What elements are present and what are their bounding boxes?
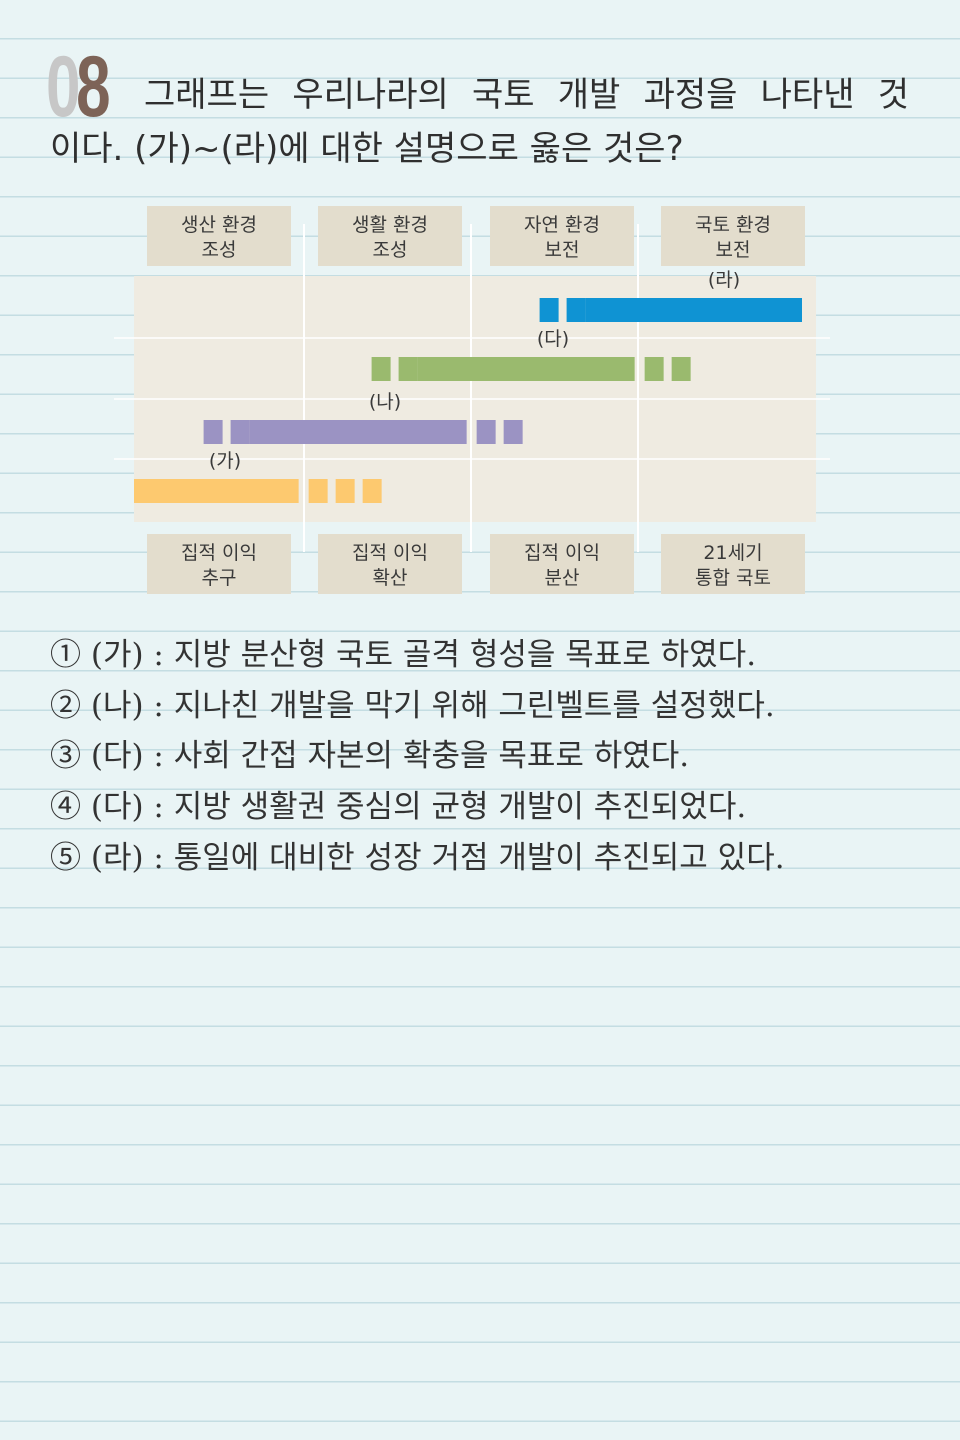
choice-4[interactable]: ④ (다) : 지방 생활권 중심의 균형 개발이 추진되었다. (50, 782, 785, 833)
series-2-label: (나) (369, 391, 401, 413)
choice-4-text: (다) : 지방 생활권 중심의 균형 개발이 추진되었다. (90, 789, 747, 826)
top-label-4-line-1: 국토 환경 (695, 214, 771, 236)
series-3-bar-segment-2 (398, 357, 418, 381)
question-number: 08 (46, 44, 111, 130)
choice-5[interactable]: ⑤ (라) : 통일에 대비한 성장 거점 개발이 추진되고 있다. (50, 833, 785, 884)
top-label-box-3 (490, 206, 634, 266)
bottom-label-box-2 (318, 534, 462, 594)
top-label-1-line-2: 조성 (202, 239, 237, 261)
series-3-bar-segment-3 (417, 357, 635, 381)
series-4-label: (라) (708, 269, 740, 291)
series-4-bar-segment-2 (566, 298, 586, 322)
question-number-first-digit: 0 (46, 39, 80, 135)
bottom-label-4-line-1: 21세기 (703, 542, 762, 564)
top-label-box-1 (147, 206, 291, 266)
top-label-2-line-1: 생활 환경 (352, 214, 428, 236)
choice-3-mark: ③ (50, 738, 81, 775)
choice-1[interactable]: ① (가) : 지방 분산형 국토 골격 형성을 목표로 하였다. (50, 630, 785, 681)
series-2-bar-segment-3 (249, 420, 467, 444)
series-1-bar-segment-2 (308, 479, 328, 503)
top-label-4-line-2: 보전 (716, 239, 751, 261)
series-2-bar-segment-4 (476, 420, 496, 444)
bottom-label-box-1 (147, 534, 291, 594)
question-text-line-2: 이다. (가)~(라)에 대한 설명으로 옳은 것은? (50, 129, 684, 169)
question-text-line-1: 그래프는 우리나라의 국토 개발 과정을 나타낸 것 (144, 75, 909, 115)
bottom-label-4-line-2: 통합 국토 (695, 567, 771, 589)
series-1-bar-segment-1 (134, 479, 299, 503)
bottom-label-1-line-2: 추구 (202, 567, 237, 589)
top-label-1-line-1: 생산 환경 (181, 214, 257, 236)
series-2-bar-segment-2 (230, 420, 250, 444)
choice-3-text: (다) : 사회 간접 자본의 확충을 목표로 하였다. (90, 738, 690, 775)
choice-2-mark: ② (50, 687, 81, 724)
choice-5-mark: ⑤ (50, 839, 81, 876)
top-label-2-line-2: 조성 (373, 239, 408, 261)
bottom-label-2-line-2: 확산 (373, 567, 408, 589)
series-2-bar-segment-5 (503, 420, 523, 444)
top-label-box-4 (661, 206, 805, 266)
series-1-label: (가) (209, 450, 241, 472)
bottom-label-2-line-1: 집적 이익 (352, 542, 428, 564)
series-3-bar-segment-5 (671, 357, 691, 381)
bottom-label-3-line-2: 분산 (545, 567, 580, 589)
bottom-label-box-3 (490, 534, 634, 594)
choice-1-mark: ① (50, 637, 81, 673)
top-label-3-line-1: 자연 환경 (524, 214, 600, 236)
series-1-bar-segment-4 (362, 479, 382, 503)
choice-5-text: (라) : 통일에 대비한 성장 거점 개발이 추진되고 있다. (90, 839, 785, 876)
series-4-bar-segment-3 (585, 298, 802, 322)
series-3-label: (다) (537, 328, 569, 350)
series-1-bar-segment-3 (335, 479, 355, 503)
bottom-label-1-line-1: 집적 이익 (181, 542, 257, 564)
choice-2-text: (나) : 지나친 개발을 막기 위해 그린벨트를 설정했다. (90, 687, 775, 724)
series-3-bar-segment-4 (644, 357, 664, 381)
series-3-bar-segment-1 (371, 357, 391, 381)
bottom-label-3-line-1: 집적 이익 (524, 542, 600, 564)
choice-4-mark: ④ (50, 789, 81, 826)
bottom-label-box-4 (661, 534, 805, 594)
top-label-box-2 (318, 206, 462, 266)
choice-3[interactable]: ③ (다) : 사회 간접 자본의 확충을 목표로 하였다. (50, 731, 785, 782)
top-label-3-line-2: 보전 (545, 239, 580, 261)
choice-1-text: (가) : 지방 분산형 국토 골격 형성을 목표로 하였다. (90, 637, 757, 673)
series-4-bar-segment-1 (539, 298, 559, 322)
question-number-second-digit: 8 (76, 39, 110, 135)
answer-choices: ① (가) : 지방 분산형 국토 골격 형성을 목표로 하였다. ② (나) … (50, 630, 785, 883)
series-2-bar-segment-1 (203, 420, 223, 444)
choice-2[interactable]: ② (나) : 지나친 개발을 막기 위해 그린벨트를 설정했다. (50, 681, 785, 732)
